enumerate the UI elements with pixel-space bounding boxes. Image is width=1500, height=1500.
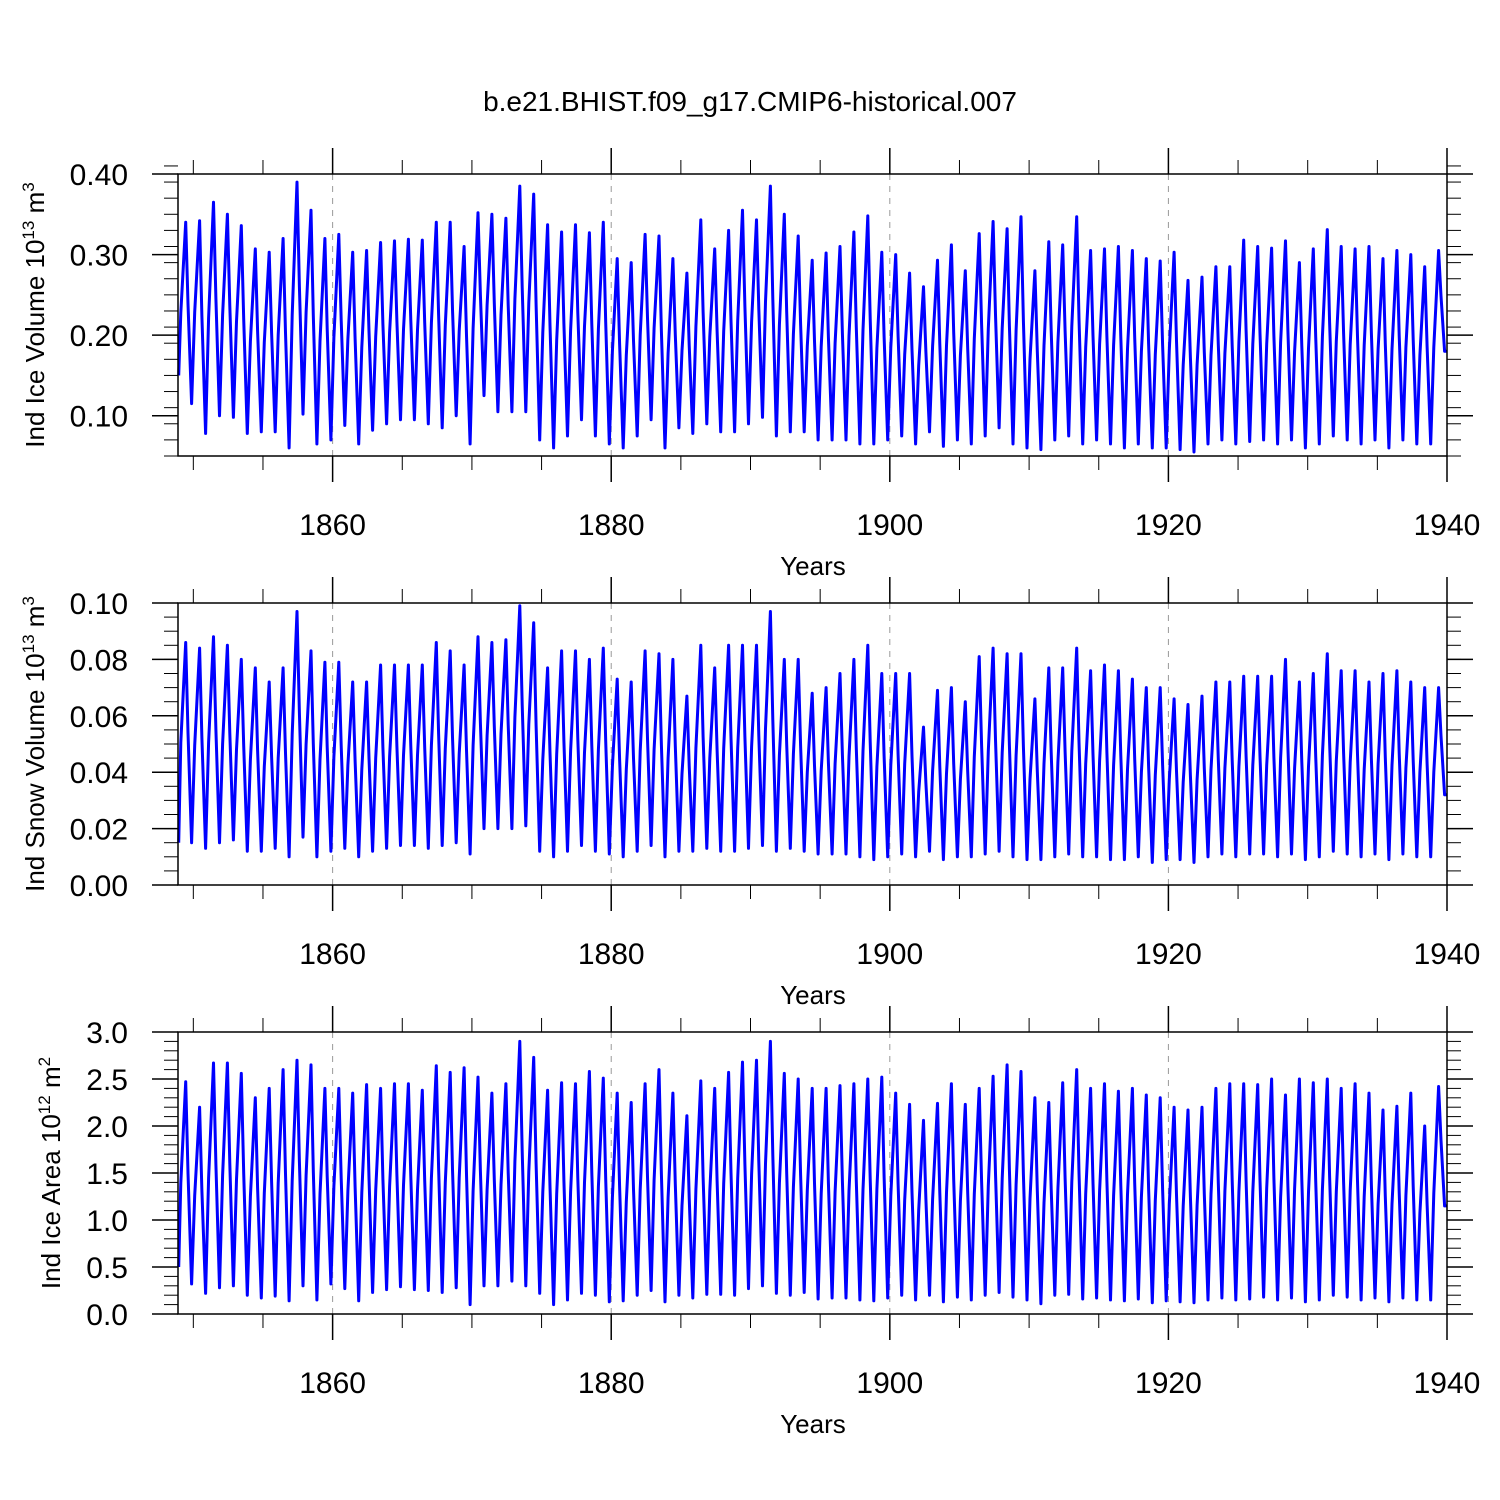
x-axis-label: Years	[780, 980, 846, 1010]
panel-ice-volume: 0.10 0.20 0.30 0.40 1860 1880 1900 1920 1940 Year…	[19, 148, 1480, 581]
y-tick-label: 0.04	[70, 757, 128, 790]
x-tick-label: 1940	[1414, 1367, 1481, 1400]
y-tick-label: 0.0	[86, 1299, 128, 1332]
x-axis-label: Years	[780, 1409, 846, 1439]
y-axis-label: Ind Ice Volume 1013 m3	[19, 182, 50, 447]
data-series-line	[177, 180, 1447, 454]
x-tick-label: 1940	[1414, 509, 1481, 542]
y-tick-label: 0.10	[70, 588, 128, 621]
y-tick-label: 0.08	[70, 644, 128, 677]
x-tick-label: 1880	[578, 1367, 645, 1400]
panel-snow-volume: 0.00 0.02 0.04 0.06 0.08 0.10 1860 1880 1900 1920…	[19, 577, 1480, 1010]
x-tick-label: 1860	[299, 509, 366, 542]
y-tick-label: 0.20	[70, 320, 128, 353]
y-tick-label: 0.10	[70, 401, 128, 434]
x-axis-label: Years	[780, 551, 846, 581]
panel-ice-area: 0.0 0.5 1.0 1.5 2.0 2.5 3.0 1860 1880 1900 1920 194…	[35, 1006, 1480, 1439]
x-tick-label: 1920	[1135, 938, 1202, 971]
plot-frame	[177, 173, 1448, 457]
x-tick-label: 1900	[856, 938, 923, 971]
y-tick-label: 1.5	[86, 1158, 128, 1191]
y-axis-label: Ind Snow Volume 1013 m3	[19, 596, 50, 892]
y-tick-label: 1.0	[86, 1205, 128, 1238]
y-tick-label: 0.06	[70, 701, 128, 734]
x-tick-label: 1880	[578, 938, 645, 971]
y-tick-label: 0.40	[70, 159, 128, 192]
data-series-line	[177, 1039, 1447, 1307]
y-tick-label: 0.00	[70, 870, 128, 903]
x-tick-label: 1920	[1135, 1367, 1202, 1400]
x-tick-label: 1900	[856, 1367, 923, 1400]
x-tick-label: 1940	[1414, 938, 1481, 971]
x-tick-label: 1920	[1135, 509, 1202, 542]
chart-title: b.e21.BHIST.f09_g17.CMIP6-historical.007	[483, 86, 1017, 117]
y-tick-label: 0.5	[86, 1252, 128, 1285]
data-series-line	[177, 604, 1447, 864]
x-tick-label: 1860	[299, 938, 366, 971]
y-tick-label: 3.0	[86, 1017, 128, 1050]
y-tick-label: 2.0	[86, 1111, 128, 1144]
x-tick-label: 1900	[856, 509, 923, 542]
x-tick-label: 1860	[299, 1367, 366, 1400]
x-tick-label: 1880	[578, 509, 645, 542]
y-tick-label: 2.5	[86, 1064, 128, 1097]
y-tick-label: 0.30	[70, 240, 128, 273]
y-axis-label: Ind Ice Area 1012 m2	[35, 1057, 66, 1289]
y-tick-label: 0.02	[70, 814, 128, 847]
